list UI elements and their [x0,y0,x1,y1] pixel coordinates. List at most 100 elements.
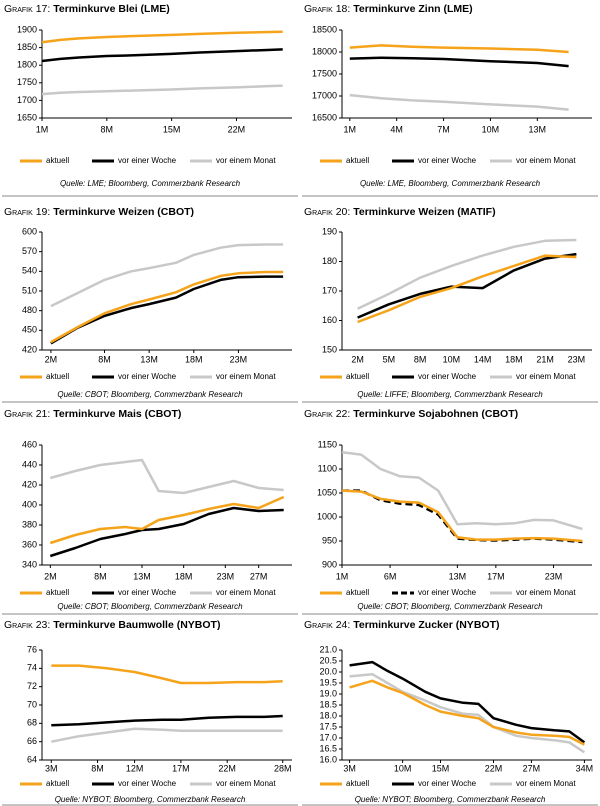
chart-title-text: Terminkurve Zinn (LME) [353,3,472,15]
chart-title: Grafik 22: Terminkurve Sojabohnen (CBOT) [304,408,518,420]
x-tick-label: 22M [485,763,503,773]
x-tick-label: 23M [230,354,248,364]
x-tick-label: 7M [437,124,450,134]
y-tick-label: 64 [27,754,37,764]
chart-title-text: Terminkurve Baumwolle (NYBOT) [53,619,220,631]
legend-label: vor einer Woche [418,372,477,381]
chart-title: Grafik 19: Terminkurve Weizen (CBOT) [4,206,194,218]
y-tick-label: 900 [322,559,337,569]
y-tick-label: 420 [22,479,37,489]
legend-label: vor einem Monat [516,779,576,788]
series-line [49,495,285,545]
chart-label: Grafik 17: [4,3,50,15]
chart-label: Grafik 24: [304,619,350,631]
chart-label: Grafik 23: [4,619,50,631]
y-tick-label: 1000 [317,511,337,521]
y-tick-label: 420 [22,344,37,354]
y-tick-label: 17.0 [319,732,337,742]
legend-label: vor einem Monat [216,779,276,788]
series-line [50,243,284,308]
x-tick-label: 22M [228,124,246,134]
legend-label: vor einem Monat [216,156,276,165]
y-tick-label: 150 [322,344,337,354]
x-tick-label: 15M [432,763,450,773]
y-tick-label: 17500 [312,68,337,78]
series-line [357,252,577,319]
series-line [49,506,284,558]
chart-label: Grafik 20: [304,206,350,218]
source-note: Quelle: NYBOT; Bloomberg, Commerzbank Re… [55,795,246,804]
y-tick-label: 66 [27,736,37,746]
y-tick-label: 1700 [17,95,37,105]
y-tick-label: 170 [322,285,337,295]
x-tick-label: 23M [568,354,586,364]
chart-title: Grafik 23: Terminkurve Baumwolle (NYBOT) [4,619,220,631]
y-tick-label: 17.5 [319,721,337,731]
y-tick-label: 180 [322,256,337,266]
legend-label: aktuell [346,156,369,165]
source-note: Quelle: CBOT; Bloomberg, Commerzbank Res… [57,602,243,611]
y-tick-label: 380 [22,519,37,529]
y-tick-label: 76 [27,644,37,654]
y-tick-label: 18.0 [319,710,337,720]
chart-title-text: Terminkurve Mais (CBOT) [53,408,181,420]
legend-label: aktuell [346,588,369,597]
x-tick-label: 3M [343,763,356,773]
legend-label: aktuell [346,779,369,788]
legend-label: vor einem Monat [516,588,576,597]
x-tick-label: 21M [536,354,554,364]
series-line [349,660,586,744]
x-tick-label: 6M [384,571,397,581]
y-tick-label: 360 [22,539,37,549]
y-tick-label: 340 [22,559,37,569]
x-tick-label: 2M [45,354,58,364]
legend-label: aktuell [46,156,69,165]
x-tick-label: 3M [45,763,58,773]
legend-label: vor einer Woche [118,156,177,165]
x-tick-label: 1M [336,571,349,581]
y-tick-label: 17000 [312,90,337,100]
x-tick-label: 15M [163,124,181,134]
x-tick-label: 13M [140,354,158,364]
series-line [50,270,284,344]
x-tick-label: 27M [250,571,268,581]
legend-label: aktuell [46,779,69,788]
legend-label: vor einer Woche [418,779,477,788]
x-tick-label: 8M [101,124,114,134]
chart-title-text: Terminkurve Zucker (NYBOT) [353,619,499,631]
series-line [41,48,283,63]
y-tick-label: 16.5 [319,743,337,753]
x-tick-label: 13M [133,571,151,581]
x-tick-label: 2M [44,571,57,581]
chart-title-text: Terminkurve Weizen (MATIF) [353,206,495,218]
series-line [349,56,569,68]
y-tick-label: 16.0 [319,754,337,764]
chart-title-text: Terminkurve Blei (LME) [53,3,170,15]
y-tick-label: 1750 [17,77,37,87]
chart-title: Grafik 20: Terminkurve Weizen (MATIF) [304,206,496,218]
legend-label: vor einer Woche [118,588,177,597]
legend-label: vor einer Woche [418,156,477,165]
series-line [341,489,583,543]
x-tick-label: 34M [576,763,594,773]
x-tick-label: 14M [474,354,492,364]
y-tick-label: 20.5 [319,655,337,665]
x-tick-label: 10M [443,354,461,364]
x-tick-label: 12M [126,763,144,773]
series-line [349,672,586,754]
x-tick-label: 10M [482,124,500,134]
legend-label: vor einer Woche [118,372,177,381]
series-line [49,458,284,495]
x-tick-label: 18M [185,354,203,364]
y-tick-label: 1150 [318,439,337,449]
y-tick-label: 21.0 [319,644,337,654]
chart-title-text: Terminkurve Weizen (CBOT) [53,206,194,218]
series-line [357,254,577,324]
y-tick-label: 1650 [17,112,37,122]
chart-title: Grafik 21: Terminkurve Mais (CBOT) [4,408,181,420]
y-tick-label: 190 [322,226,337,236]
y-tick-label: 570 [22,246,37,256]
y-tick-label: 440 [22,459,37,469]
series-line [41,84,283,96]
x-tick-label: 17M [172,763,190,773]
